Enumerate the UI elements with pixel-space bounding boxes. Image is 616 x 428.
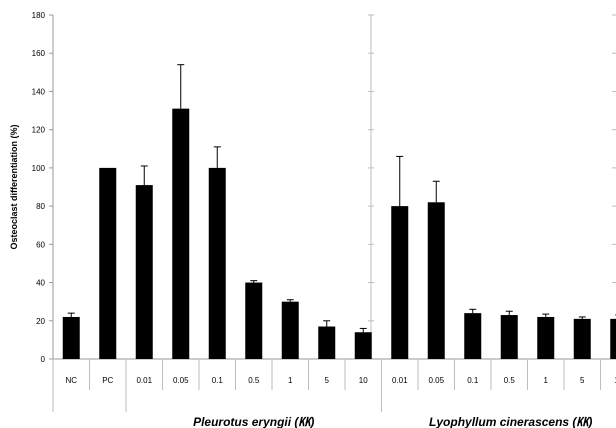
bar (99, 167, 117, 359)
x-tick-label: 0.1 (467, 376, 479, 385)
x-tick-label: 0.5 (248, 376, 260, 385)
y-tick-label: 160 (32, 49, 46, 58)
group-labels: Pleurotus eryngii (㏍) Lyophyllum cinerasc… (193, 415, 592, 428)
bar (427, 202, 445, 359)
bar (62, 316, 80, 359)
x-tick-label: 0.1 (212, 376, 224, 385)
bar (172, 108, 190, 360)
bar (318, 326, 336, 359)
y-tick-label: 120 (32, 126, 46, 135)
x-tick-label: 5 (325, 376, 330, 385)
x-tick-label: PC (102, 376, 113, 385)
x-tick-label: 0.01 (136, 376, 152, 385)
y-axis-label: Osteoclast differentiation (%) (9, 124, 19, 249)
y-tick-label: 40 (36, 279, 45, 288)
x-tick-label: 10 (359, 376, 368, 385)
bar (281, 301, 299, 359)
bar (500, 315, 518, 359)
y-tick-label: 60 (36, 240, 45, 249)
x-tick-label: NC (65, 376, 77, 385)
group-label: Lyophyllum cinerascens (㏍) (429, 415, 592, 428)
group-label: Pleurotus eryngii (㏍) (193, 415, 314, 428)
x-tick-label: 1 (544, 376, 549, 385)
y-tick-label: 180 (32, 11, 46, 20)
x-tick-label: 0.5 (504, 376, 516, 385)
y-tick-label: 140 (32, 87, 46, 96)
y-tick-label: 80 (36, 202, 45, 211)
bar (610, 318, 616, 359)
bar (573, 318, 591, 359)
bar (354, 332, 372, 359)
y-tick-label: 20 (36, 317, 45, 326)
error-bars (67, 64, 616, 333)
x-tick-label: 0.05 (428, 376, 444, 385)
x-tick-label: 0.01 (392, 376, 408, 385)
y-tick-label: 100 (32, 164, 46, 173)
bar (245, 282, 263, 359)
bar (537, 316, 555, 359)
x-tick-label: 1 (288, 376, 293, 385)
x-tick-label: 0.05 (173, 376, 189, 385)
x-tick-label: 10 (614, 376, 616, 385)
bar (464, 313, 482, 359)
bars (62, 108, 616, 360)
bar (208, 167, 226, 359)
bar (391, 206, 409, 359)
x-tick-label: 5 (580, 376, 585, 385)
tick-labels: 0 20 40 60 80 100 120 140 160 180 NC PC 0.01 0.05 0.1 0… (32, 11, 616, 385)
bar (135, 185, 153, 359)
y-tick-label: 0 (41, 355, 46, 364)
